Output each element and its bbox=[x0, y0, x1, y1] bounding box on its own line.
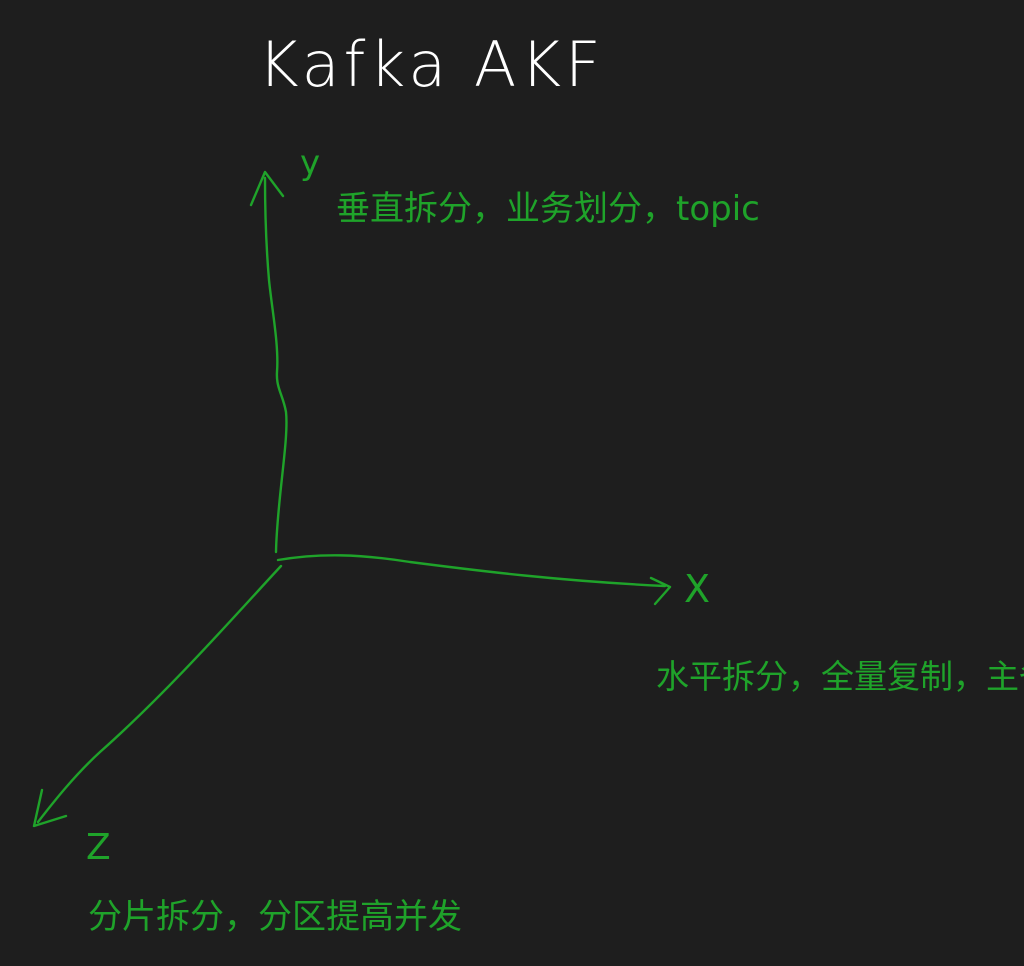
y-axis-label: y bbox=[300, 143, 321, 183]
x-axis-description: 水平拆分，全量复制，主备 bbox=[656, 657, 1024, 696]
z-axis-arrowhead bbox=[32, 788, 68, 828]
z-axis-line bbox=[36, 564, 283, 824]
x-axis-label: X bbox=[684, 567, 711, 611]
y-axis-arrowhead bbox=[249, 170, 285, 207]
y-axis-line bbox=[263, 176, 288, 554]
diagram-title: Kafka AKF bbox=[258, 28, 605, 101]
y-axis-description: 垂直拆分，业务划分，topic bbox=[336, 189, 760, 229]
x-axis-arrowhead bbox=[649, 576, 672, 606]
x-axis-line bbox=[276, 554, 667, 588]
z-axis-description: 分片拆分，分区提高并发 bbox=[88, 897, 462, 937]
z-axis-label: Z bbox=[86, 827, 111, 868]
